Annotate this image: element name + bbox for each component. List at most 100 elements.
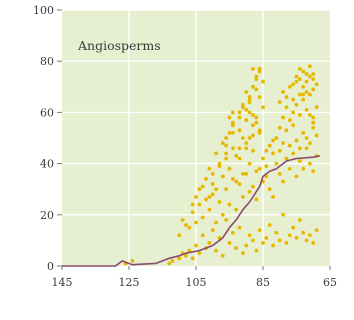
data-point: [285, 95, 289, 99]
data-point: [271, 151, 275, 155]
data-point: [258, 128, 262, 132]
data-point: [261, 80, 265, 84]
data-point: [221, 254, 225, 258]
data-point: [197, 203, 201, 207]
data-point: [211, 172, 215, 176]
data-point: [315, 134, 319, 138]
data-point: [228, 116, 232, 120]
data-point: [295, 236, 299, 240]
data-point: [244, 118, 248, 122]
data-point: [238, 182, 242, 186]
data-point: [281, 180, 285, 184]
data-point: [311, 116, 315, 120]
data-point: [251, 85, 255, 89]
data-point: [295, 175, 299, 179]
data-point: [298, 77, 302, 81]
data-point: [254, 169, 258, 173]
data-point: [224, 136, 228, 140]
data-point: [231, 111, 235, 115]
data-point: [248, 98, 252, 102]
data-point: [278, 126, 282, 130]
data-point: [305, 136, 309, 140]
data-point: [214, 221, 218, 225]
data-point: [308, 64, 312, 68]
data-point: [241, 103, 245, 107]
data-point: [261, 105, 265, 109]
data-point: [275, 162, 279, 166]
data-point: [231, 121, 235, 125]
data-point: [315, 228, 319, 232]
data-point: [228, 131, 232, 135]
data-point: [248, 233, 252, 237]
data-point: [308, 93, 312, 97]
data-point: [224, 151, 228, 155]
data-point: [201, 233, 205, 237]
data-point: [244, 146, 248, 150]
data-point: [244, 244, 248, 248]
data-point: [238, 226, 242, 230]
data-point: [268, 144, 272, 148]
data-point: [241, 251, 245, 255]
data-point: [248, 162, 252, 166]
data-point: [298, 67, 302, 71]
data-point: [191, 203, 195, 207]
x-tick-label: 125: [119, 276, 140, 289]
data-point: [238, 128, 242, 132]
data-point: [291, 111, 295, 115]
data-point: [281, 213, 285, 217]
data-point: [238, 146, 242, 150]
data-point: [197, 187, 201, 191]
data-point: [241, 195, 245, 199]
data-point: [224, 218, 228, 222]
data-point: [298, 159, 302, 163]
data-point: [254, 87, 258, 91]
data-point: [268, 223, 272, 227]
data-point: [264, 236, 268, 240]
data-point: [301, 93, 305, 97]
data-point: [234, 246, 238, 250]
data-point: [271, 244, 275, 248]
data-point: [285, 157, 289, 161]
data-point: [187, 226, 191, 230]
data-point: [311, 126, 315, 130]
data-point: [291, 151, 295, 155]
data-point: [291, 98, 295, 102]
data-point: [258, 228, 262, 232]
data-point: [248, 136, 252, 140]
data-point: [285, 241, 289, 245]
data-point: [291, 82, 295, 86]
data-point: [221, 175, 225, 179]
data-point: [231, 146, 235, 150]
data-point: [281, 116, 285, 120]
data-point: [197, 251, 201, 255]
data-point: [301, 70, 305, 74]
data-point: [244, 141, 248, 145]
data-point: [201, 185, 205, 189]
data-point: [305, 72, 309, 76]
data-point: [301, 98, 305, 102]
data-point: [224, 157, 228, 161]
data-point: [244, 172, 248, 176]
y-tick-label: 20: [40, 209, 54, 222]
data-point: [298, 146, 302, 150]
data-point: [177, 233, 181, 237]
data-point: [258, 167, 262, 171]
data-point: [315, 82, 319, 86]
data-point: [211, 228, 215, 232]
data-point: [298, 93, 302, 97]
data-point: [254, 116, 258, 120]
data-point: [214, 187, 218, 191]
data-point: [224, 187, 228, 191]
y-tick-label: 100: [33, 4, 54, 17]
data-point: [208, 241, 212, 245]
data-point: [211, 182, 215, 186]
x-tick-label: 85: [256, 276, 270, 289]
data-point: [221, 141, 225, 145]
data-point: [238, 116, 242, 120]
data-point: [177, 256, 181, 260]
data-point: [261, 157, 265, 161]
data-point: [311, 77, 315, 81]
data-point: [311, 121, 315, 125]
data-point: [298, 113, 302, 117]
